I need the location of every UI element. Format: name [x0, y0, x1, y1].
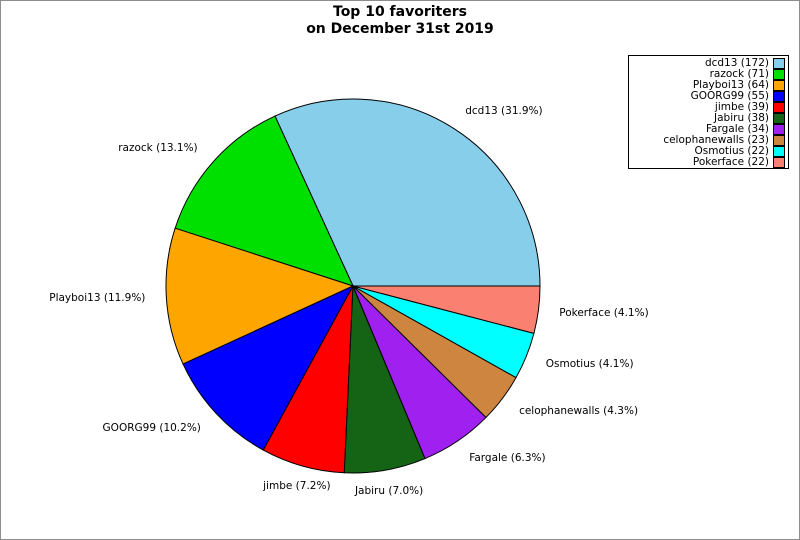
slice-label-jimbe: jimbe (7.2%) [263, 480, 331, 493]
legend-swatch-Playboi13 [773, 80, 785, 91]
slice-label-Osmotius: Osmotius (4.1%) [545, 357, 634, 370]
legend-item-Pokerface: Pokerface (22) [632, 157, 785, 168]
legend-swatch-razock [773, 69, 785, 80]
legend-item-jimbe: jimbe (39) [632, 102, 785, 113]
legend-swatch-Osmotius [773, 146, 785, 157]
slice-label-Jabiru: Jabiru (7.0%) [354, 484, 424, 497]
slice-label-GOORG99: GOORG99 (10.2%) [102, 421, 201, 434]
pie-slice-GOORG99 [182, 284, 355, 451]
legend-item-celophanewalls: celophanewalls (23) [632, 135, 785, 146]
slice-label-celophanewalls: celophanewalls (4.3%) [519, 405, 639, 418]
legend-item-Jabiru: Jabiru (38) [632, 113, 785, 124]
chart-title-line1: Top 10 favoriters [333, 4, 467, 20]
slice-label-razock: razock (13.1%) [118, 141, 198, 154]
legend-label: Osmotius (22) [694, 145, 769, 158]
legend-item-GOORG99: GOORG99 (55) [632, 91, 785, 102]
slice-label-Pokerface: Pokerface (4.1%) [559, 306, 649, 319]
pie-slice-razock [174, 115, 354, 287]
legend-swatch-dcd13 [773, 58, 785, 69]
legend-label: celophanewalls (23) [663, 134, 769, 147]
legend-item-Playboi13: Playboi13 (64) [632, 80, 785, 91]
slice-label-dcd13: dcd13 (31.9%) [465, 104, 543, 117]
legend-swatch-Jabiru [773, 113, 785, 124]
legend: dcd13 (172) razock (71) Playboi13 (64) GOOR… [628, 55, 789, 169]
legend-swatch-GOORG99 [773, 91, 785, 102]
legend-label: Playboi13 (64) [692, 79, 769, 92]
legend-label: dcd13 (172) [704, 57, 769, 70]
legend-item-dcd13: dcd13 (172) [632, 58, 785, 69]
legend-swatch-Fargale [773, 124, 785, 135]
slice-label-Fargale: Fargale (6.3%) [469, 452, 546, 465]
legend-item-razock: razock (71) [632, 69, 785, 80]
pie-slice-Pokerface [352, 285, 541, 334]
legend-label: Jabiru (38) [714, 112, 769, 125]
pie-slice-dcd13 [274, 98, 541, 287]
legend-label: Fargale (34) [705, 123, 769, 136]
legend-swatch-celophanewalls [773, 135, 785, 146]
legend-item-Osmotius: Osmotius (22) [632, 146, 785, 157]
pie-slice-Playboi13 [165, 227, 355, 365]
slice-label-Playboi13: Playboi13 (11.9%) [49, 292, 146, 305]
chart-title: Top 10 favoriters on December 31st 2019 [1, 4, 799, 38]
legend-label: jimbe (39) [714, 101, 769, 114]
legend-item-Fargale: Fargale (34) [632, 124, 785, 135]
legend-swatch-Pokerface [773, 157, 785, 168]
legend-label: razock (71) [709, 68, 769, 81]
legend-label: Pokerface (22) [692, 156, 769, 169]
legend-swatch-jimbe [773, 102, 785, 113]
legend-label: GOORG99 (55) [690, 90, 769, 103]
chart-title-line2: on December 31st 2019 [306, 21, 494, 37]
